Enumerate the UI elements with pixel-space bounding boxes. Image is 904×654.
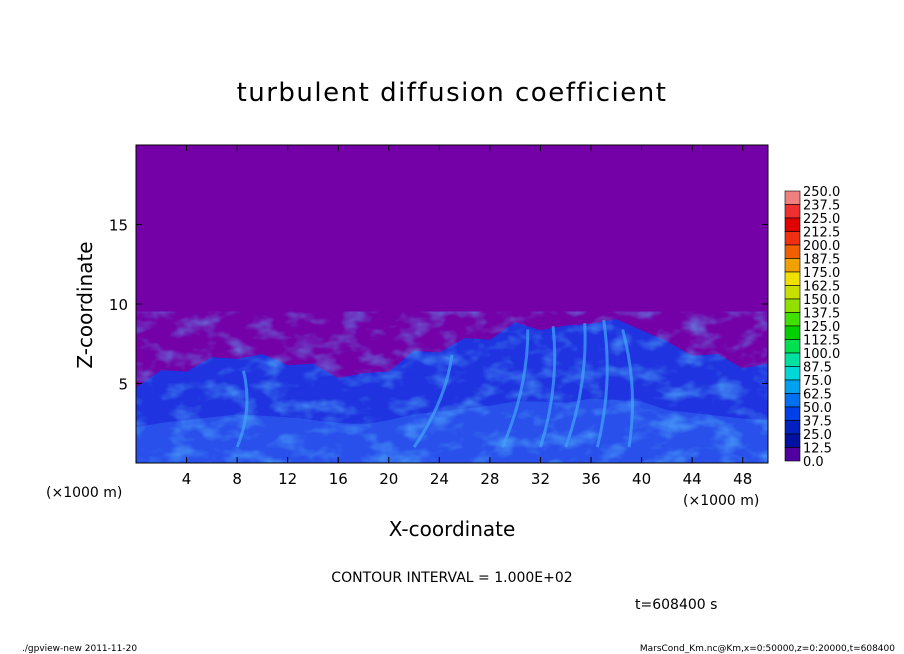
chart-title: turbulent diffusion coefficient xyxy=(237,78,668,108)
plume-streak xyxy=(412,354,454,448)
colorbar-swatch xyxy=(784,393,801,408)
colorbar-swatch xyxy=(784,231,801,246)
colorbar-label: 237.5 xyxy=(803,199,840,214)
colorbar-label: 0.0 xyxy=(803,455,824,470)
plume-streak xyxy=(564,323,587,448)
colorbar-swatch xyxy=(784,190,801,205)
plume-streak xyxy=(501,329,530,448)
colorbar-label: 100.0 xyxy=(803,347,840,362)
plume-streak xyxy=(539,326,557,448)
colorbar-label: 87.5 xyxy=(803,361,832,376)
colorbar-label: 250.0 xyxy=(803,185,840,200)
x-tick-label: 44 xyxy=(683,470,702,488)
colorbar-label: 50.0 xyxy=(803,401,832,416)
y-tick-label: 15 xyxy=(109,217,128,235)
colorbar-swatch xyxy=(784,312,801,327)
colorbar-swatch xyxy=(784,447,801,462)
colorbar-label: 25.0 xyxy=(803,428,832,443)
colorbar-label: 212.5 xyxy=(803,226,840,241)
colorbar-swatch xyxy=(784,298,801,313)
plume-streak xyxy=(621,329,635,448)
x-tick-label: 8 xyxy=(232,470,242,488)
x-tick-label: 24 xyxy=(430,470,449,488)
y-tick-label: 5 xyxy=(118,376,128,394)
colorbar-label: 162.5 xyxy=(803,280,840,295)
x-axis-ticks: 4 8 12 16 20 24 28 32 36 40 44 48 xyxy=(182,145,752,488)
x-axis-label: X-coordinate xyxy=(389,517,516,541)
footer-left: ./gpview-new 2011-11-20 xyxy=(22,644,137,654)
colorbar-swatch xyxy=(784,271,801,286)
y-tick-label: 10 xyxy=(109,296,128,314)
colorbar-swatch xyxy=(784,244,801,259)
x-tick-label: 32 xyxy=(531,470,550,488)
x-tick-label: 20 xyxy=(379,470,398,488)
colorbar-swatch xyxy=(784,325,801,340)
colorbar-label: 125.0 xyxy=(803,320,840,335)
colorbar-swatch xyxy=(784,352,801,367)
x-tick-label: 16 xyxy=(329,470,348,488)
colorbar-swatch xyxy=(784,258,801,273)
x-tick-label: 12 xyxy=(278,470,297,488)
convective-plumes xyxy=(235,319,635,448)
colorbar-swatch xyxy=(784,217,801,232)
colorbar-label: 137.5 xyxy=(803,307,840,322)
colorbar-swatch xyxy=(784,420,801,435)
colorbar-swatch xyxy=(784,285,801,300)
colorbar-swatch xyxy=(784,406,801,421)
colorbar-label: 75.0 xyxy=(803,374,832,389)
x-tick-label: 36 xyxy=(581,470,600,488)
x-tick-label: 40 xyxy=(632,470,651,488)
turbulence-texture xyxy=(136,311,768,463)
colorbar-label: 112.5 xyxy=(803,334,840,349)
x-unit-label-left: (×1000 m) xyxy=(46,485,122,501)
x-tick-label: 4 xyxy=(182,470,192,488)
colorbar-swatch xyxy=(784,366,801,381)
x-tick-label: 28 xyxy=(480,470,499,488)
colorbar-label: 225.0 xyxy=(803,212,840,227)
y-axis-ticks: 5 10 15 xyxy=(109,217,768,394)
colorbar-label: 187.5 xyxy=(803,253,840,268)
colorbar-label: 175.0 xyxy=(803,266,840,281)
colorbar-swatch xyxy=(784,339,801,354)
colorbar-label: 150.0 xyxy=(803,293,840,308)
colorbar-label: 200.0 xyxy=(803,239,840,254)
x-unit-label-right: (×1000 m) xyxy=(683,493,759,509)
time-label: t=608400 s xyxy=(635,597,717,613)
plume-streak xyxy=(235,370,249,448)
contour-interval-label: CONTOUR INTERVAL = 1.000E+02 xyxy=(331,570,572,586)
colorbar-swatch xyxy=(784,379,801,394)
y-axis-label: Z-coordinate xyxy=(73,241,97,368)
colorbar-label: 12.5 xyxy=(803,442,832,457)
colorbar-swatch xyxy=(784,433,801,448)
colorbar-label: 62.5 xyxy=(803,388,832,403)
colorbar: 250.0237.5225.0212.5200.0187.5175.0162.5… xyxy=(784,185,840,470)
plume-streak xyxy=(595,319,609,448)
colorbar-swatch xyxy=(784,204,801,219)
footer-right: MarsCond_Km.nc@Km,x=0:50000,z=0:20000,t=… xyxy=(640,644,895,654)
x-tick-label: 48 xyxy=(733,470,752,488)
colorbar-label: 37.5 xyxy=(803,415,832,430)
